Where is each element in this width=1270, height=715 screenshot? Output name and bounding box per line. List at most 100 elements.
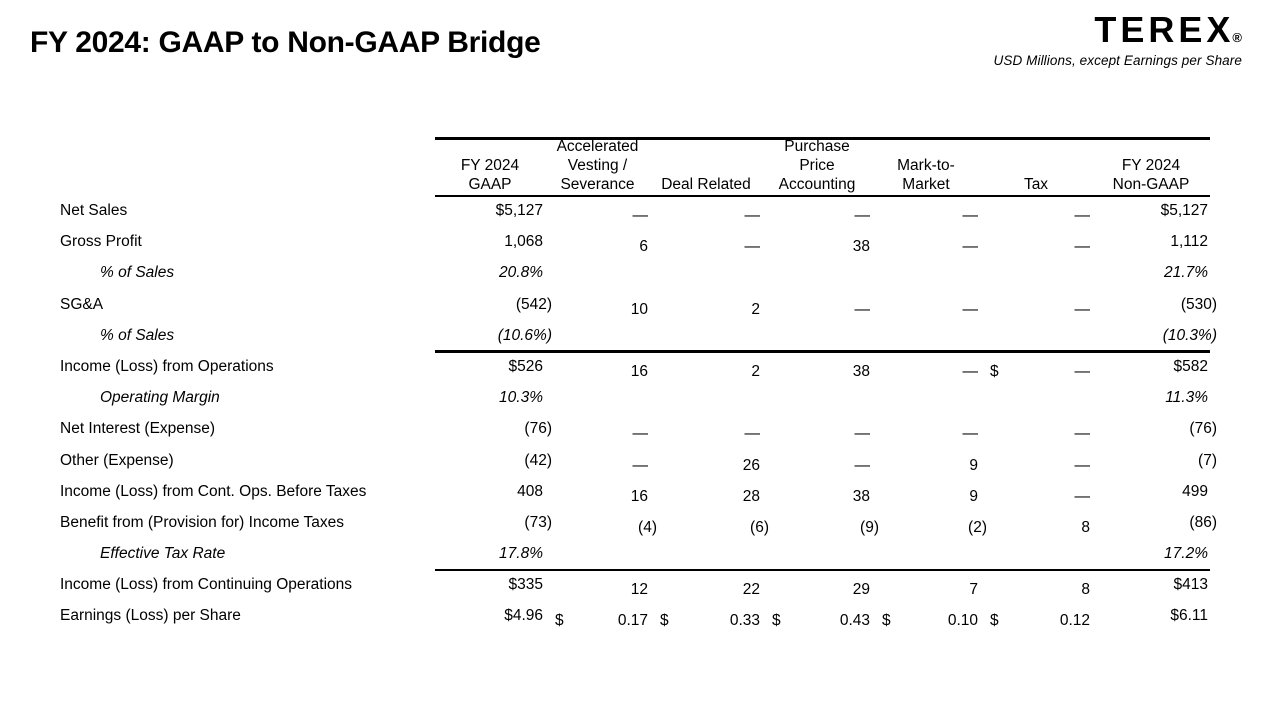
table-cell — [980, 384, 1092, 415]
terex-logo-text: TEREX — [1094, 9, 1235, 50]
table-cell — [872, 322, 980, 353]
column-header-deal-related: Deal Related — [661, 176, 751, 193]
cell-value: 0.43 — [839, 612, 870, 630]
table-cell: 10.3% — [499, 389, 543, 407]
table-cell: 9 — [969, 456, 978, 474]
terex-logo: TEREX® — [993, 10, 1242, 50]
row-label: Net Sales — [60, 202, 128, 219]
table-cell: $0.12 — [980, 607, 1092, 638]
row-label: Gross Profit — [60, 233, 142, 251]
table-cell: — — [854, 207, 871, 224]
column-header-spacer — [60, 137, 435, 201]
currency-symbol: $ — [990, 612, 999, 630]
table-cell: $0.33 — [650, 607, 762, 638]
table-cell: $6.11 — [1170, 607, 1208, 625]
table-cell: — — [1074, 238, 1091, 256]
table-cell: (6) — [750, 518, 769, 536]
table-cell: 16 — [630, 362, 648, 380]
table-cell: — — [962, 238, 979, 256]
table-cell — [650, 322, 762, 353]
table-cell: — — [744, 425, 761, 443]
table-cell: — — [1074, 487, 1091, 505]
table-cell: 38 — [852, 362, 870, 380]
units-note: USD Millions, except Earnings per Share — [993, 52, 1242, 68]
bridge-table-body: Net Sales $5,127 — — — — — $5,127 Gross Profit 1,… — [60, 197, 1217, 634]
table-cell: — — [962, 425, 979, 443]
table-row: Earnings (Loss) per Share $4.96 $0.17 $0.33… — [60, 602, 1210, 633]
table-cell: 17.8% — [499, 545, 543, 563]
table-cell: $0.43 — [762, 607, 872, 638]
table-cell: $ — — [980, 358, 1092, 389]
cell-value: — — [1074, 362, 1091, 380]
table-cell — [762, 540, 872, 571]
table-cell: 8 — [1081, 581, 1090, 599]
table-cell: — — [632, 456, 649, 474]
table-cell — [980, 540, 1092, 571]
table-cell: 28 — [742, 487, 760, 505]
table-cell: 2 — [751, 300, 760, 318]
column-header-purchase-price-accounting: Purchase Price Accounting — [778, 138, 856, 193]
table-cell: (73) — [524, 513, 552, 531]
currency-symbol: $ — [555, 612, 564, 630]
table-cell: — — [1074, 456, 1091, 474]
table-cell: (76) — [1189, 420, 1217, 438]
table-cell — [762, 384, 872, 415]
table-cell: (10.6%) — [497, 326, 552, 344]
table-cell — [545, 322, 650, 353]
table-cell: $5,127 — [495, 202, 543, 219]
row-label: Other (Expense) — [60, 451, 174, 469]
column-header-fy2024-gaap: FY 2024 GAAP — [460, 157, 520, 193]
table-cell — [980, 259, 1092, 290]
cell-value: 0.12 — [1059, 612, 1090, 630]
table-cell: (76) — [524, 420, 552, 438]
table-cell: — — [632, 207, 649, 224]
cell-value: 0.33 — [729, 612, 760, 630]
row-label: Net Interest (Expense) — [60, 420, 216, 438]
table-cell: 2 — [751, 362, 760, 380]
table-row: Gross Profit 1,068 6 — 38 — — 1,112 — [60, 228, 1210, 259]
table-cell — [545, 540, 650, 571]
table-cell: $526 — [508, 357, 543, 375]
brand-block: TEREX® USD Millions, except Earnings per… — [993, 10, 1242, 68]
table-row: Net Interest (Expense) (76) — — — — — (76) — [60, 415, 1217, 446]
table-cell: 21.7% — [1164, 264, 1208, 282]
bridge-table: FY 2024 GAAP Accelerated Vesting / Sever… — [60, 137, 1217, 634]
table-cell: 8 — [1081, 518, 1090, 536]
table-cell: — — [1074, 207, 1091, 224]
table-cell — [762, 259, 872, 290]
table-row: Income (Loss) from Continuing Operations… — [60, 571, 1210, 602]
column-header-tax: Tax — [1023, 176, 1049, 193]
table-cell: — — [962, 207, 979, 224]
table-cell: — — [854, 425, 871, 443]
table-cell: — — [854, 456, 871, 474]
table-cell: 29 — [852, 581, 870, 599]
table-cell: $0.17 — [545, 607, 650, 638]
table-cell: 20.8% — [499, 264, 543, 282]
table-cell: 6 — [639, 238, 648, 256]
table-cell: (86) — [1189, 513, 1217, 531]
table-cell: — — [1074, 425, 1091, 443]
cell-value: 0.17 — [617, 612, 648, 630]
table-cell: — — [962, 300, 979, 318]
table-cell: 16 — [630, 487, 648, 505]
table-cell — [872, 259, 980, 290]
table-cell: — — [854, 300, 871, 318]
table-cell — [762, 322, 872, 353]
registered-trademark-icon: ® — [1232, 30, 1242, 45]
table-cell — [545, 384, 650, 415]
column-header-accelerated-vesting-severance: Accelerated Vesting / Severance — [556, 138, 639, 193]
table-cell: 17.2% — [1164, 545, 1208, 563]
table-row: Income (Loss) from Cont. Ops. Before Tax… — [60, 478, 1210, 509]
table-row: Other (Expense) (42) — 26 — 9 — (7) — [60, 447, 1217, 478]
table-cell — [872, 540, 980, 571]
table-row: Income (Loss) from Operations $526 16 2 38 — $… — [60, 353, 1210, 384]
table-cell: (42) — [524, 451, 552, 469]
table-row: Effective Tax Rate 17.8% 17.2% — [60, 540, 1210, 572]
row-label: Benefit from (Provision for) Income Taxe… — [60, 513, 344, 531]
table-cell: (4) — [638, 518, 657, 536]
table-cell: 12 — [630, 581, 648, 599]
table-cell: 408 — [517, 482, 543, 500]
row-label: SG&A — [60, 295, 104, 313]
table-cell: — — [744, 238, 761, 256]
